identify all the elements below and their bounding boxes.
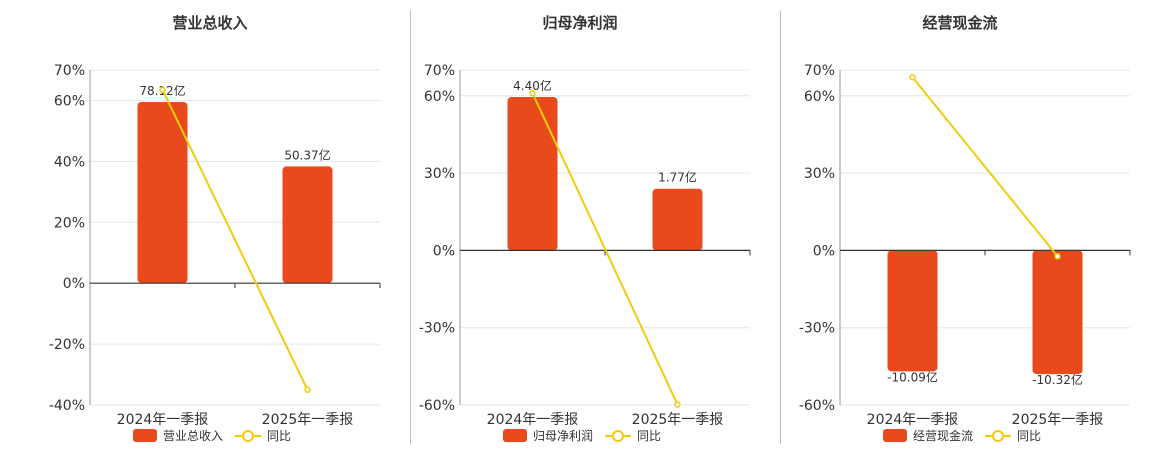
panel-divider — [410, 10, 411, 444]
line-point — [304, 386, 311, 394]
x-tick-label: 2024年一季报 — [867, 412, 959, 428]
line-point — [529, 89, 536, 97]
legend-bar-swatch — [883, 429, 907, 442]
line-point — [674, 401, 681, 408]
bar-value-label: -10.32亿 — [1032, 372, 1083, 387]
legend-line-marker — [242, 430, 254, 442]
legend-bar-swatch — [133, 429, 157, 442]
y-tick-label: -60% — [799, 398, 835, 414]
line-point — [159, 86, 166, 94]
y-tick-label: 30% — [424, 166, 455, 182]
x-tick-label: 2024年一季报 — [117, 412, 209, 428]
bar — [137, 101, 188, 284]
legend-line-label: 同比 — [267, 429, 291, 443]
y-tick-label: 20% — [54, 215, 85, 231]
line-series — [531, 92, 679, 405]
y-tick-label: 0% — [63, 276, 85, 292]
x-tick-label: 2025年一季报 — [262, 412, 354, 428]
bar — [652, 188, 703, 251]
legend-line-label: 同比 — [637, 429, 661, 443]
bar-value-label: 50.37亿 — [284, 147, 330, 162]
chart-title: 归母净利润 — [542, 14, 617, 32]
y-tick-label: -60% — [419, 398, 455, 414]
bar-value-label: 4.40亿 — [513, 78, 552, 93]
legend-bar-label: 归母净利润 — [533, 429, 593, 443]
y-tick-label: 70% — [424, 63, 455, 79]
panel-divider — [780, 10, 781, 444]
bar — [1032, 250, 1083, 375]
x-tick-label: 2025年一季报 — [632, 412, 724, 428]
y-tick-label: 0% — [433, 243, 455, 259]
y-tick-label: -20% — [49, 337, 85, 353]
y-tick-label: 30% — [804, 166, 835, 182]
x-tick-label: 2024年一季报 — [487, 412, 579, 428]
y-tick-label: 0% — [813, 243, 835, 259]
chart-panel-1: 营业总收入-40%-20%0%20%40%60%70%78.12亿50.37亿2… — [49, 14, 381, 443]
line-point — [909, 73, 916, 81]
line-point — [1054, 253, 1061, 260]
bar-value-label: 1.77亿 — [658, 170, 697, 185]
y-tick-label: -30% — [799, 321, 835, 337]
bar — [282, 166, 333, 284]
legend-line-marker — [992, 430, 1004, 442]
bar — [887, 250, 938, 372]
y-tick-label: 60% — [424, 89, 455, 105]
legend-bar-label: 营业总收入 — [163, 429, 223, 443]
legend-line-label: 同比 — [1017, 429, 1041, 443]
legend-bar-label: 经营现金流 — [913, 428, 973, 443]
chart-title: 营业总收入 — [172, 14, 247, 32]
y-tick-label: 70% — [804, 63, 835, 79]
legend-line-marker — [612, 430, 624, 442]
y-tick-label: 40% — [54, 154, 85, 170]
line-series — [161, 89, 309, 391]
y-tick-label: 60% — [54, 93, 85, 109]
chart-title: 经营现金流 — [922, 14, 997, 32]
x-tick-label: 2025年一季报 — [1012, 412, 1104, 428]
legend-bar-swatch — [503, 429, 527, 442]
y-tick-label: 60% — [804, 89, 835, 105]
chart-panel-3: 经营现金流 -60% -30% 0% 30% 60% 70% -10.09亿 -10.32亿 20… — [799, 14, 1131, 443]
y-tick-label: -40% — [49, 398, 85, 414]
line-series — [911, 76, 1059, 257]
bar — [507, 97, 558, 251]
y-tick-label: -30% — [419, 321, 455, 337]
chart-panel-2: 归母净利润 -60% -30% 0% 30% 60% 70% 4.40亿 1.77亿 2024年一… — [419, 14, 751, 443]
y-tick-label: 70% — [54, 63, 85, 79]
bar-value-label: -10.09亿 — [887, 369, 938, 384]
